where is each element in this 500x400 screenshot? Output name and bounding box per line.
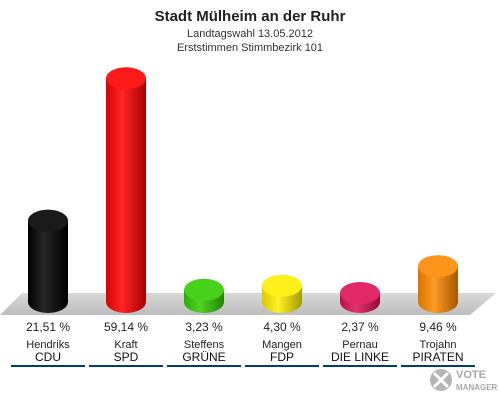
value-label: 9,46 % (419, 320, 457, 334)
value-label: 3,23 % (185, 320, 223, 334)
value-label: 2,37 % (341, 320, 379, 334)
bar-top (28, 209, 68, 232)
value-label: 4,30 % (263, 320, 301, 334)
value-label: 59,14 % (104, 320, 148, 334)
bar-gruene (184, 278, 224, 313)
bar-body (28, 220, 68, 313)
candidate-label: Trojahn (420, 339, 457, 351)
chart-subtitle: Landtagswahl 13.05.2012 (187, 28, 313, 40)
logo-text-vote: VOTE (456, 369, 486, 381)
bar-fdp (262, 274, 302, 313)
bar-piraten (418, 255, 458, 313)
candidate-label: Hendriks (26, 339, 70, 351)
bar-top (262, 274, 302, 297)
party-label: SPD (114, 350, 139, 364)
bar-die-linke (340, 282, 380, 313)
candidate-label: Steffens (184, 339, 225, 351)
bar-top (184, 278, 224, 301)
bar-top (340, 282, 380, 305)
chart-subtitle-2: Erststimmen Stimmbezirk 101 (177, 42, 323, 54)
candidate-label: Pernau (342, 339, 377, 351)
party-label: PIRATEN (412, 350, 463, 364)
bar-body (106, 78, 146, 314)
candidate-label: Mangen (262, 339, 302, 351)
bar-body (418, 266, 458, 313)
chart-title: Stadt Mülheim an der Ruhr (155, 8, 346, 25)
bar-top (106, 67, 146, 90)
candidate-label: Kraft (114, 339, 137, 351)
bar-spd (106, 67, 146, 314)
party-label: GRÜNE (182, 350, 225, 364)
bar-cdu (28, 209, 68, 313)
party-label: FDP (270, 350, 294, 364)
value-label: 21,51 % (26, 320, 70, 334)
party-label: CDU (35, 350, 61, 364)
bars-group (28, 67, 458, 314)
vote-manager-logo: VOTE MANAGER (430, 369, 498, 392)
ballot-box-icon (430, 369, 452, 391)
bar-top (418, 255, 458, 278)
party-label: DIE LINKE (331, 350, 389, 364)
logo-text-manager: MANAGER (456, 383, 498, 392)
